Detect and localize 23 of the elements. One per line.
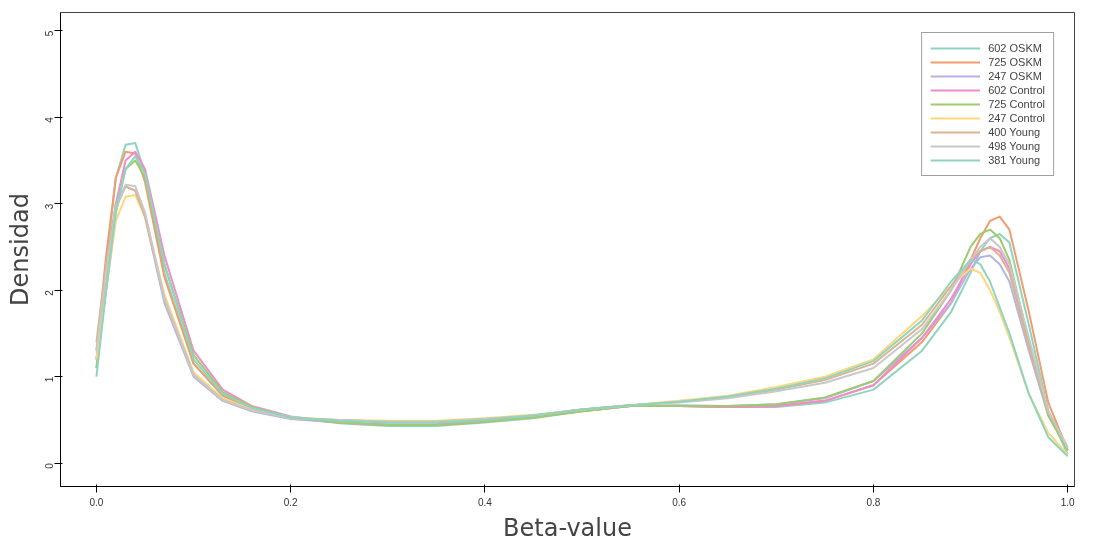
x-tick-label: 0.4 (477, 496, 493, 508)
legend-label: 400 Young (988, 125, 1041, 139)
y-tick-label: 1 (44, 376, 56, 383)
legend-label: 247 OSKM (988, 69, 1042, 83)
x-tick-label: 0.2 (283, 496, 299, 508)
y-tick-label: 4 (44, 116, 56, 123)
y-tick-label: 3 (44, 203, 56, 210)
legend-label: 602 OSKM (988, 41, 1042, 55)
legend-label: 725 OSKM (988, 55, 1042, 69)
x-tick-label: 0.6 (672, 496, 687, 508)
legend-label: 381 Young (988, 153, 1041, 167)
x-tick-label: 0.8 (866, 496, 881, 508)
x-tick-label: 0.0 (89, 496, 104, 508)
y-axis-title: Densidad (5, 193, 34, 306)
legend-label: 602 Control (988, 83, 1045, 97)
legend-label: 247 Control (988, 111, 1045, 125)
y-tick-label: 2 (44, 289, 56, 296)
x-tick-label: 1.0 (1060, 496, 1076, 508)
x-axis-title: Beta-value (503, 513, 632, 542)
y-tick-label: 5 (44, 30, 56, 37)
legend-label: 725 Control (988, 97, 1045, 111)
y-tick-label: 0 (44, 462, 56, 469)
legend-label: 498 Young (988, 139, 1041, 153)
